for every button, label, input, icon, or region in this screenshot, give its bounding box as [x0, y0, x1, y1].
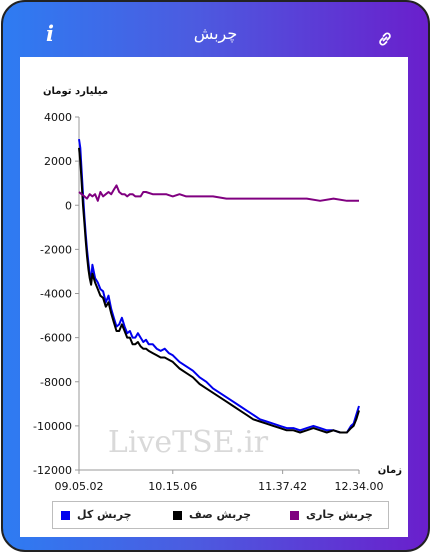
legend-current: چربش جاری	[306, 508, 373, 521]
y-tick-label: -2000	[40, 243, 72, 256]
y-tick-label: 0	[65, 199, 72, 212]
y-tick-label: -8000	[40, 376, 72, 389]
info-icon[interactable]: i	[46, 21, 54, 46]
y-tick-label: -6000	[40, 332, 72, 345]
y-tick-label: -12000	[33, 464, 72, 477]
y-tick-label: 2000	[44, 155, 72, 168]
legend: چربش کل چربش صف چربش جاری	[52, 501, 389, 529]
x-tick-label: 11.37.42	[258, 480, 307, 493]
y-axis-label: میلیارد تومان	[43, 86, 108, 97]
y-tick-label: -4000	[40, 288, 72, 301]
y-tick-label: -10000	[33, 420, 72, 433]
link-icon[interactable]	[376, 30, 394, 48]
watermark: LiveTSE.ir	[108, 425, 269, 460]
legend-queue: چربش صف	[189, 508, 252, 521]
x-tick-label: 12.34.00	[335, 480, 384, 493]
page-title: چربش	[193, 24, 238, 43]
series-line-total	[78, 138, 360, 434]
chart: میلیارد تومان زمان LiveTSE.ir 4000 2000 0 -…	[33, 86, 402, 493]
legend-total: چربش کل	[77, 508, 132, 521]
series-line-queue	[78, 147, 360, 434]
y-tick-label: 4000	[44, 111, 72, 124]
chart-panel: میلیارد تومان زمان LiveTSE.ir 4000 2000 0 -…	[20, 57, 408, 537]
legend-swatch-total	[61, 511, 70, 520]
legend-swatch-queue	[173, 511, 182, 520]
x-tick-label: 09.05.02	[55, 480, 104, 493]
legend-swatch-current	[290, 511, 299, 520]
x-axis-label: زمان	[378, 465, 402, 476]
series-line-current	[78, 184, 359, 202]
x-tick-label: 10.15.06	[148, 480, 197, 493]
